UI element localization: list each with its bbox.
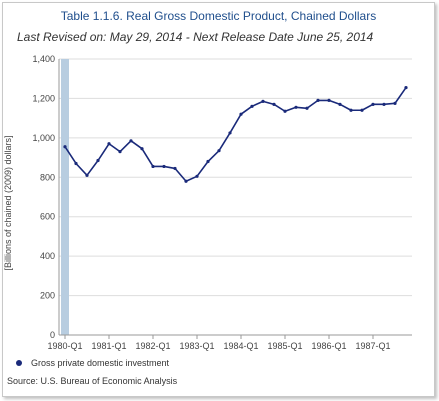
data-point <box>305 106 309 110</box>
data-point <box>272 102 276 106</box>
data-point <box>140 147 144 151</box>
data-point <box>239 112 243 116</box>
chart-subtitle: Last Revised on: May 29, 2014 - Next Rel… <box>17 30 374 44</box>
data-point <box>393 101 397 105</box>
data-point <box>195 174 199 178</box>
data-point <box>360 108 364 112</box>
data-point <box>349 108 353 112</box>
data-point <box>129 139 133 143</box>
data-point <box>63 145 67 149</box>
axes <box>58 59 412 339</box>
data-point <box>74 161 78 166</box>
x-tick-label: 1985-Q1 <box>267 341 302 351</box>
y-tick-label: 800 <box>40 172 55 182</box>
y-tick-labels: 0 200 400 600 800 1,000 1,200 1,400 <box>32 54 55 340</box>
data-point <box>261 99 265 103</box>
x-tick-labels: 1980-Q1 1981-Q1 1982-Q1 1983-Q1 1984-Q1 1985-… <box>47 341 390 351</box>
data-point <box>217 149 221 153</box>
x-tick-label: 1984-Q1 <box>223 341 258 351</box>
y-tick-label: 1,000 <box>32 133 55 143</box>
series-layer <box>63 85 408 183</box>
data-point <box>371 102 375 106</box>
y-tick-label: 1,200 <box>32 93 55 103</box>
gridlines <box>59 58 412 297</box>
chart-title: Table 1.1.6. Real Gross Domestic Product… <box>60 9 377 23</box>
source-note: Source: U.S. Bureau of Economic Analysis <box>7 376 178 386</box>
data-point <box>250 104 254 108</box>
legend[interactable]: Gross private domestic investment <box>16 358 169 368</box>
series-line <box>64 87 407 183</box>
highlight-band-layer <box>61 59 69 335</box>
data-point <box>151 164 155 169</box>
data-point <box>118 150 122 154</box>
data-point <box>283 109 287 113</box>
x-tick-label: 1981-Q1 <box>91 341 126 351</box>
data-point <box>294 105 298 109</box>
y-tick-label: 200 <box>40 291 55 301</box>
legend-series-label: Gross private domestic investment <box>31 358 170 368</box>
data-point <box>85 173 89 177</box>
data-point <box>228 131 232 135</box>
x-tick-label: 1982-Q1 <box>135 341 170 351</box>
data-point <box>382 102 386 106</box>
data-point <box>327 98 331 102</box>
y-tick-label: 600 <box>40 212 55 222</box>
data-point <box>173 166 177 171</box>
x-tick-label: 1986-Q1 <box>311 341 346 351</box>
highlight-band <box>61 59 69 335</box>
data-point <box>404 85 408 90</box>
x-tick-label: 1980-Q1 <box>47 341 82 351</box>
y-tick-label: 0 <box>50 330 55 340</box>
legend-marker-icon <box>16 360 22 366</box>
chart-frame: Table 1.1.6. Real Gross Domestic Product… <box>2 2 435 397</box>
x-tick-label: 1983-Q1 <box>179 341 214 351</box>
x-tick-label: 1987-Q1 <box>355 341 390 351</box>
data-point <box>162 164 166 169</box>
data-point <box>184 179 188 183</box>
y-tick-label: 400 <box>40 251 55 261</box>
y-tick-label: 1,400 <box>32 54 55 64</box>
data-point <box>96 158 100 163</box>
data-point <box>206 159 210 164</box>
data-point <box>338 102 342 106</box>
data-point <box>316 98 320 102</box>
data-point <box>107 142 111 146</box>
